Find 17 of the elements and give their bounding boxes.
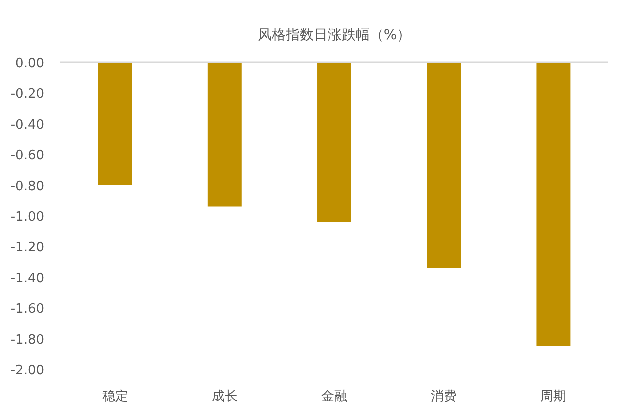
chart-title: 风格指数日涨跌幅（%） [258,28,412,44]
y-tick-label: -0.80 [10,179,45,194]
y-tick-label: 0.00 [16,56,45,72]
y-tick-label: -2.00 [10,364,45,378]
y-tick-label: -1.60 [10,302,45,318]
y-tick-label: -1.00 [10,210,45,225]
x-tick-label: 稳定 [102,390,128,404]
x-tick-label: 周期 [540,390,567,404]
y-tick-label: -0.20 [10,87,45,102]
x-tick-label: 金融 [322,390,348,404]
y-tick-label: -1.20 [10,240,45,256]
y-tick-label: -0.60 [10,148,45,164]
x-tick-label: 成长 [212,390,238,404]
x-tick-label: 消费 [431,390,458,404]
y-tick-label: -1.40 [10,271,45,286]
y-tick-label: -0.40 [10,118,45,133]
y-tick-label: -1.80 [10,332,45,348]
